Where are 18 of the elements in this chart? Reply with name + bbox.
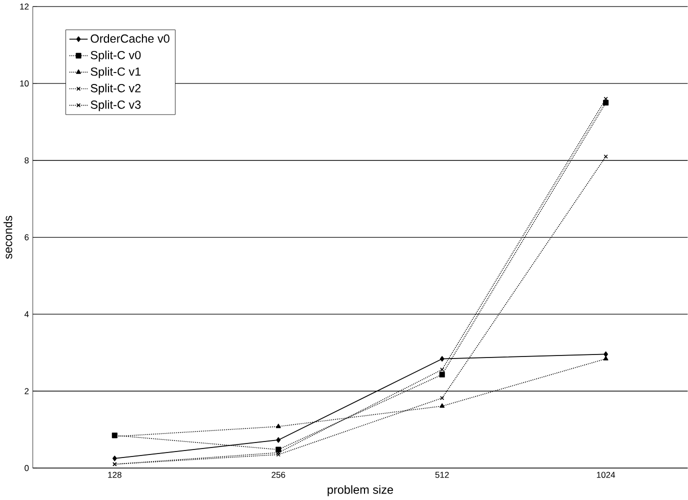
x-tick-label: 128 bbox=[108, 472, 122, 478]
y-tick-label: 10 bbox=[20, 80, 29, 87]
y-tick-label: 2 bbox=[24, 388, 29, 394]
y-tick-label: 0 bbox=[24, 465, 29, 472]
y-axis-title: seconds bbox=[4, 216, 12, 259]
legend-label: Split-C v3 bbox=[90, 100, 141, 112]
x-tick-label: 256 bbox=[272, 472, 286, 478]
x-tick-label: 1024 bbox=[596, 472, 616, 478]
y-tick-label: 6 bbox=[24, 234, 29, 240]
y-tick-label: 4 bbox=[24, 311, 29, 318]
legend-label: Split-C v2 bbox=[90, 84, 141, 95]
legend-label: Split-C v0 bbox=[90, 50, 141, 62]
legend-label: Split-C v1 bbox=[90, 67, 141, 78]
x-tick-label: 512 bbox=[435, 472, 449, 478]
x-axis-title: problem size bbox=[328, 485, 394, 496]
y-tick-label: 8 bbox=[24, 157, 29, 164]
legend-label: OrderCache v0 bbox=[90, 34, 170, 43]
y-tick-label: 12 bbox=[20, 4, 29, 10]
